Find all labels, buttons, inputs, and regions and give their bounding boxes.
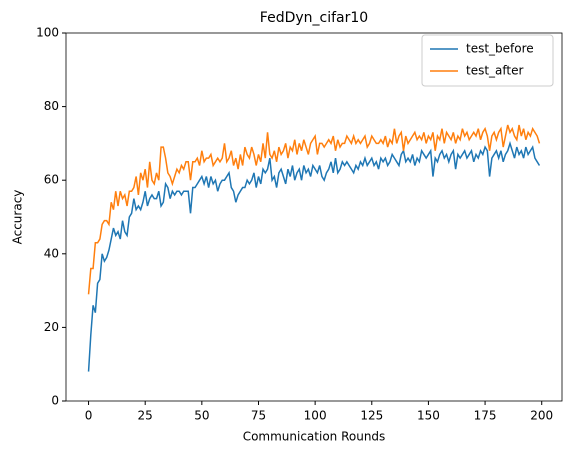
series-line — [87, 140, 541, 372]
x-tick-label: 175 — [474, 409, 497, 423]
x-tick-label: 25 — [138, 409, 153, 423]
y-tick-label: 40 — [44, 246, 59, 260]
x-tick-label: 50 — [194, 409, 209, 423]
plot-frame — [65, 32, 563, 402]
chart-title: FedDyn_cifar10 — [260, 10, 368, 26]
series-line — [87, 124, 541, 295]
y-tick-label: 80 — [44, 99, 59, 113]
y-axis-label: Accuracy — [11, 190, 25, 245]
legend-box — [421, 34, 554, 87]
y-tick-label: 100 — [36, 26, 59, 40]
legend-label: test_before — [466, 42, 534, 56]
y-tick-label: 20 — [44, 320, 59, 334]
x-tick-label: 150 — [417, 409, 440, 423]
y-tick-label: 0 — [51, 394, 59, 408]
legend-label: test_after — [466, 64, 524, 78]
x-tick-label: 0 — [85, 409, 93, 423]
x-axis-label: Communication Rounds — [243, 430, 386, 444]
x-tick-label: 200 — [530, 409, 553, 423]
x-tick-label: 100 — [304, 409, 327, 423]
x-tick-label: 125 — [360, 409, 383, 423]
y-tick-label: 60 — [44, 173, 59, 187]
x-tick-label: 75 — [251, 409, 266, 423]
